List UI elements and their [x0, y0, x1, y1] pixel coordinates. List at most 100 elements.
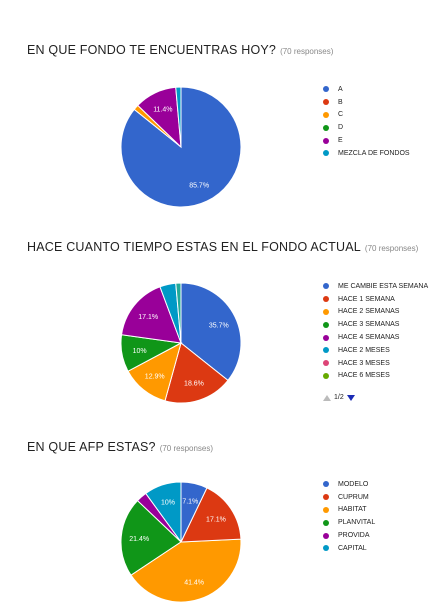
legend-label: C — [338, 111, 344, 119]
legend-swatch — [323, 481, 329, 488]
legend-label: HACE 4 SEMANAS — [338, 334, 400, 342]
pie-slice-hace-3-semanas[interactable] — [120, 334, 183, 372]
pie-slice-mezcla-de-fondos[interactable] — [175, 86, 182, 148]
pie-slice-me-cambie-esta-semana[interactable] — [180, 282, 242, 382]
legend-swatch — [323, 296, 329, 303]
chart-3-question: EN QUE AFP ESTAS? — [27, 440, 156, 454]
legend-item: CUPRUM — [323, 491, 375, 504]
pie-slice-other[interactable] — [175, 282, 182, 344]
legend-item: PROVIDA — [323, 529, 375, 542]
legend-pager: 1/2 — [323, 394, 355, 401]
pager-up-icon[interactable] — [323, 394, 331, 401]
pie-slice-planvital[interactable] — [120, 499, 182, 576]
pie-slice-e[interactable] — [137, 86, 182, 149]
pie-data-label: 85.7% — [189, 182, 209, 189]
legend-swatch — [323, 124, 329, 131]
legend-item: HACE 3 MESES — [323, 357, 428, 370]
legend-item: E — [323, 134, 410, 147]
chart-1-response-count: (70 responses) — [280, 47, 334, 56]
chart-2-response-count: (70 responses) — [364, 244, 419, 253]
pie-data-label: 7.1% — [182, 499, 198, 506]
legend-swatch — [323, 360, 329, 367]
pie-slice-hace-2-meses[interactable] — [159, 282, 182, 344]
legend-swatch — [323, 111, 329, 118]
legend-swatch — [323, 506, 329, 513]
legend-item: MODELO — [323, 478, 375, 491]
legend-label: HABITAT — [338, 506, 367, 514]
legend-item: HACE 6 MESES — [323, 370, 428, 383]
legend-swatch — [323, 334, 329, 341]
legend-item: HACE 2 SEMANAS — [323, 306, 428, 319]
pie-slice-modelo[interactable] — [180, 481, 208, 543]
legend-swatch — [323, 137, 329, 144]
legend-swatch — [323, 347, 329, 354]
legend-swatch — [323, 519, 329, 526]
legend-swatch — [323, 150, 329, 157]
legend-swatch — [323, 283, 329, 290]
legend-item: MEZCLA DE FONDOS — [323, 147, 410, 160]
pie-data-label: 11.4% — [153, 107, 172, 114]
legend-label: D — [338, 124, 344, 132]
legend-label: HACE 2 MESES — [338, 346, 390, 354]
legend-swatch — [323, 532, 329, 539]
legend-item: C — [323, 109, 410, 122]
pie-data-label: 18.6% — [184, 380, 204, 387]
chart-2-legend: ME CAMBIE ESTA SEMANA HACE 1 SEMANA HACE 2… — [323, 280, 428, 382]
legend-label: A — [338, 85, 343, 93]
pie-data-label: 41.4% — [184, 579, 204, 586]
legend-label: E — [338, 137, 343, 145]
pie-data-label: 10% — [133, 348, 147, 355]
legend-swatch — [323, 321, 329, 328]
legend-item: HABITAT — [323, 504, 375, 517]
legend-label: HACE 1 SEMANA — [338, 295, 395, 303]
legend-label: PROVIDA — [338, 532, 370, 540]
legend-item: HACE 2 MESES — [323, 344, 428, 357]
chart-3-legend: MODELO CUPRUM HABITAT PLANVITAL PROVIDA CAPIT… — [323, 478, 375, 555]
pie-data-label: 21.4% — [129, 536, 149, 543]
chart-2-title: HACE CUANTO TIEMPO ESTAS EN EL FONDO ACT… — [27, 240, 418, 254]
pie-slice-hace-2-semanas[interactable] — [127, 342, 182, 402]
pie-data-label: 17.1% — [138, 314, 158, 321]
pager-label: 1/2 — [334, 394, 344, 401]
legend-item: HACE 1 SEMANA — [323, 293, 428, 306]
legend-swatch — [323, 86, 329, 93]
legend-swatch — [323, 494, 329, 501]
legend-label: ME CAMBIE ESTA SEMANA — [338, 282, 429, 290]
legend-swatch — [323, 372, 329, 379]
chart-1-title: EN QUE FONDO TE ENCUENTRAS HOY? (70 respo… — [27, 43, 333, 57]
legend-swatch — [323, 545, 329, 552]
pie-slice-c[interactable] — [133, 104, 182, 148]
legend-label: HACE 3 SEMANAS — [338, 321, 400, 329]
pie-slice-hace-4-semanas[interactable] — [121, 286, 182, 344]
pie-data-label: 10% — [161, 500, 175, 507]
legend-label: CAPITAL — [338, 544, 367, 552]
legend-label: B — [338, 98, 343, 106]
chart-1-question: EN QUE FONDO TE ENCUENTRAS HOY? — [27, 43, 277, 57]
pie-slice-a[interactable] — [120, 86, 242, 208]
pie-slice-habitat[interactable] — [130, 538, 242, 603]
pie-slice-provida[interactable] — [136, 492, 182, 543]
legend-label: HACE 6 MESES — [338, 372, 390, 380]
legend-label: MODELO — [338, 480, 369, 488]
legend-item: HACE 4 SEMANAS — [323, 331, 428, 344]
pie-slice-capital[interactable] — [145, 481, 182, 544]
legend-item: A — [323, 83, 410, 96]
pie-data-label: 12.9% — [145, 373, 165, 380]
legend-label: HACE 2 SEMANAS — [338, 308, 400, 316]
legend-label: MEZCLA DE FONDOS — [338, 149, 410, 157]
chart-3-title: EN QUE AFP ESTAS? (70 responses) — [27, 440, 213, 454]
pager-down-icon[interactable] — [346, 394, 355, 401]
legend-item: B — [323, 96, 410, 109]
pie-slice-hace-1-semana[interactable] — [164, 342, 229, 404]
legend-label: PLANVITAL — [338, 519, 376, 527]
pie-data-label: 17.1% — [206, 516, 226, 523]
legend-label: CUPRUM — [338, 493, 369, 501]
chart-1-legend: A B C D E MEZCLA DE FONDOS — [323, 83, 410, 160]
pie-slice-cuprum[interactable] — [180, 487, 242, 543]
legend-item: CAPITAL — [323, 542, 375, 555]
pie-data-label: 35.7% — [209, 322, 229, 329]
legend-item: HACE 3 SEMANAS — [323, 318, 428, 331]
legend-item: ME CAMBIE ESTA SEMANA — [323, 280, 428, 293]
legend-item: D — [323, 121, 410, 134]
chart-3-response-count: (70 responses) — [159, 444, 214, 453]
